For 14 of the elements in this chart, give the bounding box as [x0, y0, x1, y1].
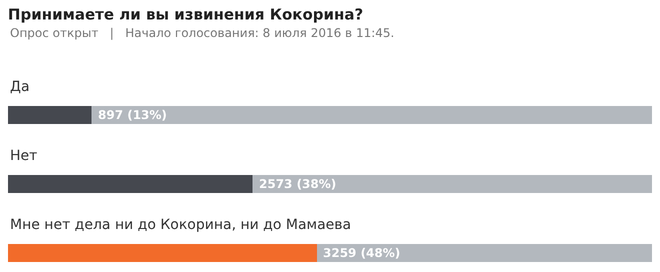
bar: [92, 106, 652, 124]
bar: [317, 244, 652, 262]
data-label: 897 (13%): [98, 108, 167, 122]
chart-title: Принимаете ли вы извинения Кокорина?: [8, 5, 364, 24]
y-tick-label: Мне нет дела ни до Кокорина, ни до Мамаева: [10, 217, 352, 233]
y-tick-label: Да: [10, 79, 30, 95]
data-label: 2573 (38%): [259, 177, 336, 191]
bar: [252, 175, 652, 193]
bar: [8, 175, 253, 193]
y-tick-label: Нет: [10, 148, 38, 164]
chart-subtitle: Опрос открыт | Начало голосования: 8 июля 2016 в 11:45.: [10, 26, 394, 40]
data-label: 3259 (48%): [323, 246, 400, 260]
bar: [8, 244, 318, 262]
bar: [8, 106, 92, 124]
